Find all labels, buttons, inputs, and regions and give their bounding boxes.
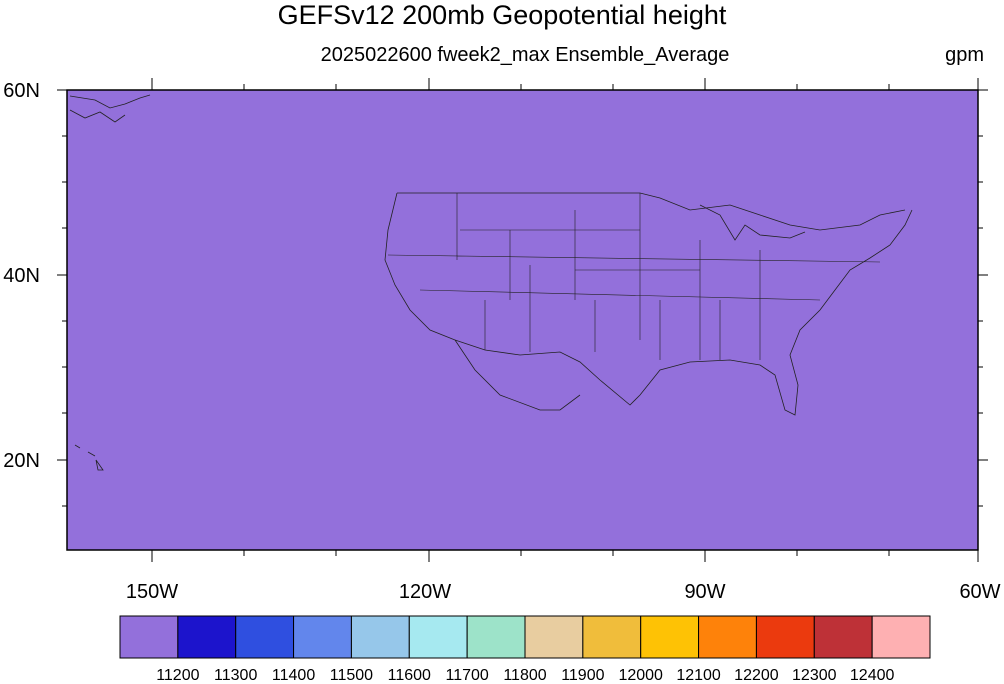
colorbar-swatch-0 [119, 615, 179, 659]
colorbar-label-12400: 12400 [849, 667, 895, 684]
colorbar-swatch-7 [524, 615, 584, 659]
colorbar-swatch-8 [582, 615, 642, 659]
colorbar-label-11700: 11700 [445, 667, 489, 684]
colorbar-label-12200: 12200 [734, 667, 779, 684]
lat-label-60n: 60N [3, 80, 40, 102]
map-frame [66, 89, 979, 551]
lon-label-120w: 120W [398, 581, 452, 603]
colorbar-swatch-1 [177, 615, 237, 659]
colorbar-swatch-4 [350, 615, 410, 659]
us-outline [384, 192, 913, 416]
colorbar-swatch-11 [755, 615, 815, 659]
colorbar-swatch-9 [640, 615, 700, 659]
colorbar-label-11600: 11600 [387, 667, 431, 684]
chart-title: GEFSv12 200mb Geopotential height [277, 0, 727, 30]
chart-subtitle: 2025022600 fweek2_max Ensemble_Average [320, 44, 730, 66]
colorbar-label-12300: 12300 [792, 667, 837, 684]
colorbar-label-11900: 11900 [561, 667, 605, 684]
colorbar-label-12100: 12100 [676, 667, 721, 684]
colorbar [119, 615, 931, 659]
units-label: gpm [945, 44, 984, 66]
great-lakes [699, 204, 806, 241]
axis-ticks [57, 78, 988, 562]
colorbar-swatch-13 [871, 615, 931, 659]
lon-label-90w: 90W [684, 581, 726, 603]
colorbar-label-11500: 11500 [329, 667, 374, 684]
colorbar-swatch-10 [698, 615, 757, 659]
colorbar-label-11800: 11800 [503, 667, 547, 684]
lat-label-40n: 40N [3, 265, 40, 287]
map-outlines [69, 94, 913, 471]
lon-label-150w: 150W [125, 581, 179, 603]
lon-label-60w: 60W [959, 581, 1001, 603]
contour-fill-layer [67, 90, 978, 550]
colorbar-label-11200: 11200 [156, 667, 200, 684]
colorbar-swatch-2 [235, 615, 295, 659]
canada-coast [69, 109, 126, 123]
colorbar-label-11300: 11300 [214, 667, 258, 684]
us-canada-border [397, 192, 906, 231]
colorbar-swatch-5 [408, 615, 468, 659]
hawaii-islands [74, 444, 104, 471]
colorbar-swatch-6 [466, 615, 526, 659]
mexico-outline [454, 339, 581, 411]
colorbar-label-12000: 12000 [618, 667, 663, 684]
colorbar-swatch-12 [813, 615, 873, 659]
lat-label-20n: 20N [3, 450, 40, 472]
colorbar-label-11400: 11400 [271, 667, 316, 684]
colorbar-swatch-3 [293, 615, 352, 659]
alaska-coastline [69, 94, 151, 109]
state-lines [387, 193, 881, 360]
contour-band-13 [67, 90, 978, 550]
